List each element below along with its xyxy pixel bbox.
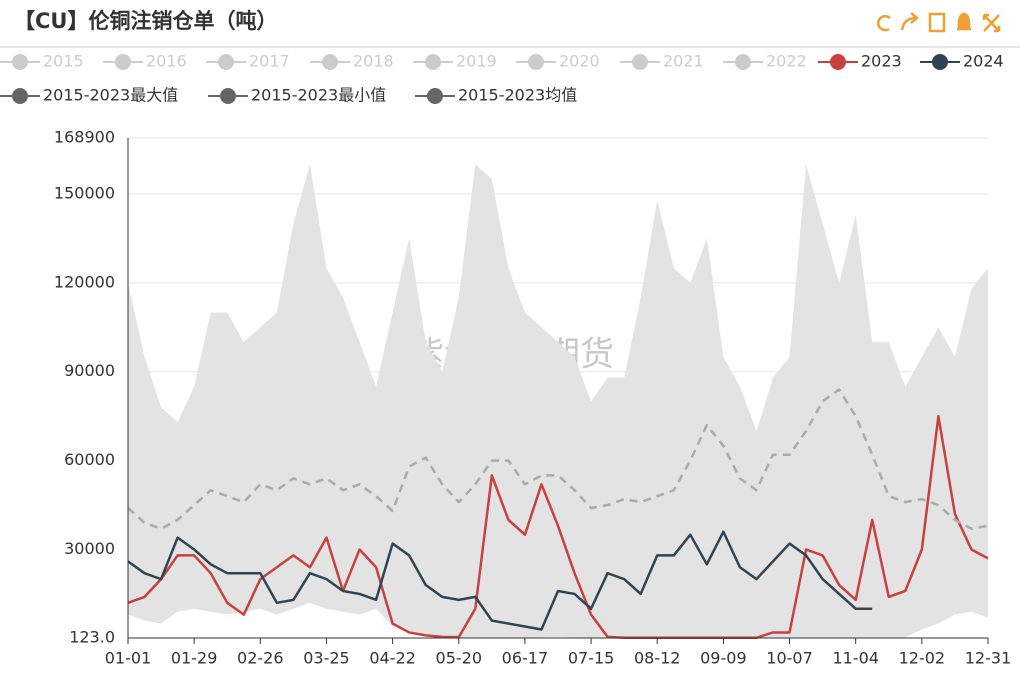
- legend-marker: [322, 54, 338, 70]
- legend-item[interactable]: 2015-2023最大值: [0, 86, 178, 105]
- legend-item[interactable]: 2018: [310, 52, 394, 71]
- series-line: [127, 414, 989, 640]
- x-tick-label: 09-09: [700, 649, 747, 668]
- legend-marker: [632, 54, 648, 70]
- x-tick-label: 06-17: [502, 649, 549, 668]
- series-line: [127, 530, 873, 631]
- toolbox[interactable]: [876, 12, 1001, 33]
- legend-item[interactable]: 2016: [103, 52, 187, 71]
- legend-label: 2023: [861, 52, 902, 71]
- legend-marker: [528, 54, 544, 70]
- legend-item[interactable]: 2020: [516, 52, 600, 71]
- x-tick-label: 02-26: [237, 649, 284, 668]
- legend-item[interactable]: 2022: [723, 52, 807, 71]
- x-tick-label: 12-02: [899, 649, 946, 668]
- x-tick-label: 05-20: [436, 649, 483, 668]
- legend-label: 2015: [43, 52, 84, 71]
- legend-marker: [427, 88, 443, 104]
- y-tick-label: 60000: [64, 450, 115, 469]
- y-tick-label: 120000: [54, 272, 115, 291]
- legend-item[interactable]: 2017: [206, 52, 290, 71]
- legend-label: 2020: [559, 52, 600, 71]
- legend-item[interactable]: 2021: [620, 52, 704, 71]
- y-tick-label: 150000: [54, 183, 115, 202]
- y-tick-label: 168900: [54, 128, 115, 147]
- legend-marker: [830, 54, 846, 70]
- legend-label: 2016: [146, 52, 187, 71]
- x-tick-label: 12-31: [965, 649, 1012, 668]
- legend-label: 2024: [963, 52, 1004, 71]
- refresh-icon[interactable]: [876, 14, 891, 32]
- legend-marker: [12, 54, 28, 70]
- legend-marker: [218, 54, 234, 70]
- chart-title: 【CU】伦铜注销仓单（吨）: [14, 9, 277, 33]
- legend-item[interactable]: 2015: [0, 52, 84, 71]
- x-tick-label: 01-01: [105, 649, 152, 668]
- legend-item[interactable]: 2019: [413, 52, 497, 71]
- legend-marker: [220, 88, 236, 104]
- fullscreen-icon[interactable]: [982, 13, 1001, 33]
- legend-label: 2017: [249, 52, 290, 71]
- x-tick-label: 10-07: [766, 649, 813, 668]
- legend-label: 2019: [456, 52, 497, 71]
- x-tick-label: 03-25: [303, 649, 350, 668]
- legend-label: 2022: [766, 52, 807, 71]
- legend-label: 2015-2023最小值: [251, 86, 386, 105]
- y-tick-label: 123.0: [69, 628, 115, 647]
- legend-marker: [115, 54, 131, 70]
- legend-label: 2021: [663, 52, 704, 71]
- x-tick-label: 08-12: [634, 649, 681, 668]
- legend-item[interactable]: 2024: [920, 52, 1004, 71]
- x-tick-label: 07-15: [568, 649, 615, 668]
- share-icon[interactable]: [900, 12, 919, 31]
- legend-marker: [12, 88, 28, 104]
- mean-line: [127, 388, 989, 531]
- legend-marker: [735, 54, 751, 70]
- alert-icon[interactable]: [957, 12, 971, 31]
- legend-marker: [425, 54, 441, 70]
- x-tick-label: 11-04: [832, 649, 879, 668]
- legend-marker: [932, 54, 948, 70]
- x-tick-label: 04-22: [369, 649, 416, 668]
- range-band: [128, 164, 988, 638]
- x-tick-label: 01-29: [171, 649, 218, 668]
- legend-label: 2015-2023均值: [458, 86, 577, 105]
- y-tick-label: 30000: [64, 539, 115, 558]
- legend-label: 2015-2023最大值: [43, 86, 178, 105]
- save-icon[interactable]: [928, 12, 946, 33]
- legend-label: 2018: [353, 52, 394, 71]
- legend-item[interactable]: 2015-2023最小值: [208, 86, 386, 105]
- y-tick-label: 90000: [64, 361, 115, 380]
- legend-item[interactable]: 2023: [818, 52, 902, 71]
- legend-item[interactable]: 2015-2023均值: [415, 86, 577, 105]
